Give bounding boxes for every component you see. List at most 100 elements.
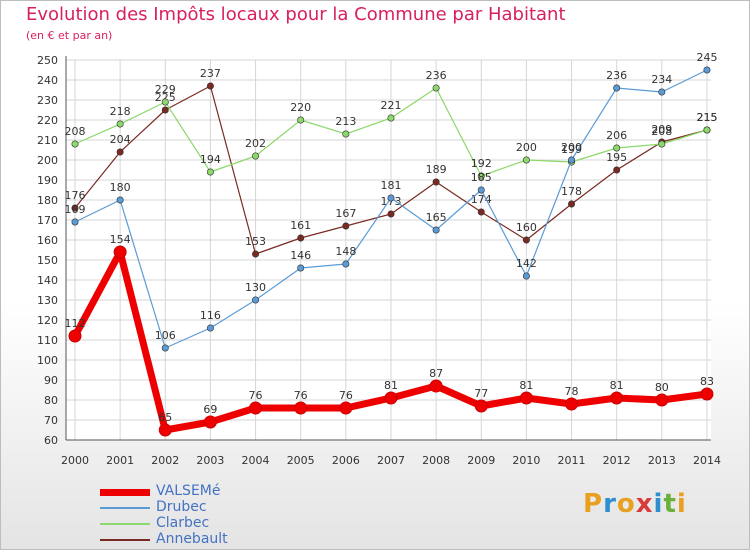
series-2-data-label: 208 — [651, 125, 672, 138]
series-1-point — [613, 84, 621, 92]
series-1-data-label: 106 — [155, 329, 176, 342]
y-tick-label: 150 — [37, 254, 58, 267]
series-1-data-label: 116 — [200, 309, 221, 322]
logo-letter: i — [653, 489, 664, 519]
series-3-data-label: 225 — [155, 91, 176, 104]
legend-item: Clarbec — [100, 515, 300, 532]
series-2-point — [342, 130, 350, 138]
series-0-data-label: 76 — [294, 389, 308, 402]
series-2-data-label: 218 — [110, 105, 131, 118]
series-2-point — [522, 156, 530, 164]
series-3-point — [297, 234, 305, 242]
y-tick-label: 70 — [44, 414, 58, 427]
series-1-point — [252, 296, 260, 304]
series-1-point — [161, 344, 169, 352]
series-0-data-label: 78 — [565, 385, 579, 398]
y-tick-label: 240 — [37, 74, 58, 87]
series-0-point — [610, 391, 624, 405]
legend-swatch — [100, 523, 150, 525]
y-tick-label: 180 — [37, 194, 58, 207]
x-tick-label: 2012 — [603, 454, 631, 467]
y-tick-label: 210 — [37, 134, 58, 147]
series-0-data-label: 81 — [519, 379, 533, 392]
series-0-data-label: 80 — [655, 381, 669, 394]
series-0-point — [700, 387, 714, 401]
series-3-point — [342, 222, 350, 230]
series-1-point — [568, 156, 576, 164]
x-tick-label: 2009 — [467, 454, 495, 467]
series-3-point — [252, 250, 260, 258]
series-1-data-label: 148 — [335, 245, 356, 258]
series-2-point — [116, 120, 124, 128]
x-tick-label: 2014 — [693, 454, 721, 467]
series-2-data-label: 192 — [471, 157, 492, 170]
series-3-data-label: 195 — [606, 151, 627, 164]
series-3-point — [387, 210, 395, 218]
series-2-point — [387, 114, 395, 122]
series-2-point — [658, 140, 666, 148]
series-2-data-label: 229 — [155, 83, 176, 96]
plot-area — [66, 60, 711, 440]
y-tick-label: 160 — [37, 234, 58, 247]
series-0-data-label: 76 — [249, 389, 263, 402]
series-3-point — [613, 166, 621, 174]
x-tick-label: 2005 — [287, 454, 315, 467]
y-tick-label: 130 — [37, 294, 58, 307]
series-1-data-label: 236 — [606, 69, 627, 82]
series-2-data-label: 221 — [380, 99, 401, 112]
y-tick-label: 220 — [37, 114, 58, 127]
series-3-data-label: 153 — [245, 235, 266, 248]
chart-title: Evolution des Impôts locaux pour la Comm… — [26, 4, 566, 25]
y-tick-label: 200 — [37, 154, 58, 167]
series-1-data-label: 142 — [516, 257, 537, 270]
y-tick-label: 110 — [37, 334, 58, 347]
series-0-data-label: 154 — [110, 233, 131, 246]
x-tick-label: 2007 — [377, 454, 405, 467]
x-tick-label: 2004 — [242, 454, 270, 467]
series-0-point — [68, 329, 82, 343]
series-0-point — [249, 401, 263, 415]
series-3-data-label: 209 — [651, 123, 672, 136]
series-2-data-label: 194 — [200, 153, 221, 166]
series-2-data-label: 220 — [290, 101, 311, 114]
series-1-point — [387, 194, 395, 202]
series-1-point — [116, 196, 124, 204]
series-3-point — [161, 106, 169, 114]
y-tick-label: 190 — [37, 174, 58, 187]
series-0-point — [339, 401, 353, 415]
series-0-point — [158, 423, 172, 437]
series-1-point — [432, 226, 440, 234]
x-tick-label: 2008 — [422, 454, 450, 467]
series-0-data-label: 81 — [610, 379, 624, 392]
series-2-point — [613, 144, 621, 152]
series-2-data-label: 202 — [245, 137, 266, 150]
legend-item: VALSEMé — [100, 483, 300, 500]
y-tick-label: 140 — [37, 274, 58, 287]
legend-swatch — [100, 489, 150, 496]
legend-swatch — [100, 507, 150, 509]
series-3-data-label: 178 — [561, 185, 582, 198]
series-0-point — [655, 393, 669, 407]
series-3-data-label: 174 — [471, 193, 492, 206]
series-0-point — [519, 391, 533, 405]
logo-letter: o — [616, 489, 636, 519]
series-3-data-label: 189 — [426, 163, 447, 176]
y-tick-label: 120 — [37, 314, 58, 327]
series-2-point — [71, 140, 79, 148]
series-1-data-label: 146 — [290, 249, 311, 262]
y-tick-label: 250 — [37, 54, 58, 67]
legend-item: Annebault — [100, 531, 300, 548]
series-1-point — [71, 218, 79, 226]
series-3-point — [206, 82, 214, 90]
x-tick-label: 2000 — [61, 454, 89, 467]
y-tick-label: 170 — [37, 214, 58, 227]
series-0-point — [474, 399, 488, 413]
legend-label: Drubec — [156, 499, 207, 515]
series-0-point — [203, 415, 217, 429]
series-1-point — [658, 88, 666, 96]
legend-label: Annebault — [156, 531, 228, 547]
logo-letter: r — [603, 489, 617, 519]
x-tick-label: 2013 — [648, 454, 676, 467]
series-1-data-label: 181 — [380, 179, 401, 192]
